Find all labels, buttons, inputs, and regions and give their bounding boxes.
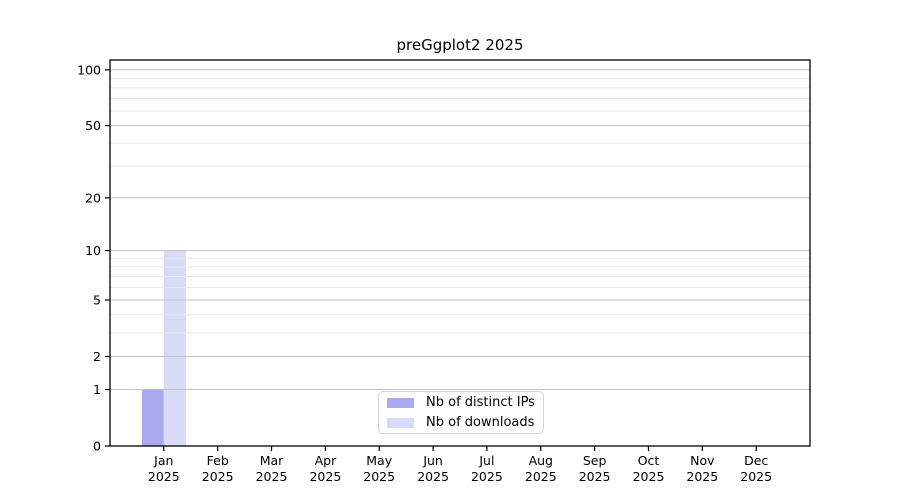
legend: Nb of distinct IPs Nb of downloads — [378, 391, 544, 434]
chart-title: preGgplot2 2025 — [396, 36, 524, 54]
x-tick-label: Nov 2025 — [686, 453, 718, 484]
y-tick-label: 1 — [93, 382, 101, 397]
x-tick-label: Dec 2025 — [740, 453, 772, 484]
plot-border — [109, 59, 811, 447]
x-tick-label: May 2025 — [363, 453, 395, 484]
x-tick-label: Jun 2025 — [417, 453, 449, 484]
x-tick-label: Feb 2025 — [202, 453, 234, 484]
y-tick-label: 2 — [93, 349, 101, 364]
x-tick-label: Apr 2025 — [309, 453, 341, 484]
y-tick-label: 50 — [85, 118, 101, 133]
legend-item-downloads: Nb of downloads — [387, 414, 543, 431]
y-tick-label: 20 — [85, 190, 101, 205]
x-tick-label: Jan 2025 — [148, 453, 180, 484]
y-tick-label: 10 — [85, 243, 101, 258]
x-tick-label: Jul 2025 — [471, 453, 503, 484]
bar-series0-0 — [141, 389, 164, 446]
x-tick-label: Mar 2025 — [256, 453, 288, 484]
legend-swatch-downloads — [387, 417, 414, 428]
y-tick-label: 5 — [93, 293, 101, 308]
y-tick-label: 0 — [93, 439, 101, 454]
x-tick-label: Sep 2025 — [579, 453, 611, 484]
legend-label-distinct-ips: Nb of distinct IPs — [426, 395, 535, 410]
x-tick-label: Oct 2025 — [633, 453, 665, 484]
legend-label-downloads: Nb of downloads — [426, 415, 535, 430]
legend-item-distinct-ips: Nb of distinct IPs — [387, 394, 543, 411]
x-tick-label: Aug 2025 — [525, 453, 557, 484]
bar-series1-0 — [163, 250, 186, 446]
y-tick-label: 100 — [77, 62, 101, 77]
legend-swatch-distinct-ips — [387, 397, 414, 408]
